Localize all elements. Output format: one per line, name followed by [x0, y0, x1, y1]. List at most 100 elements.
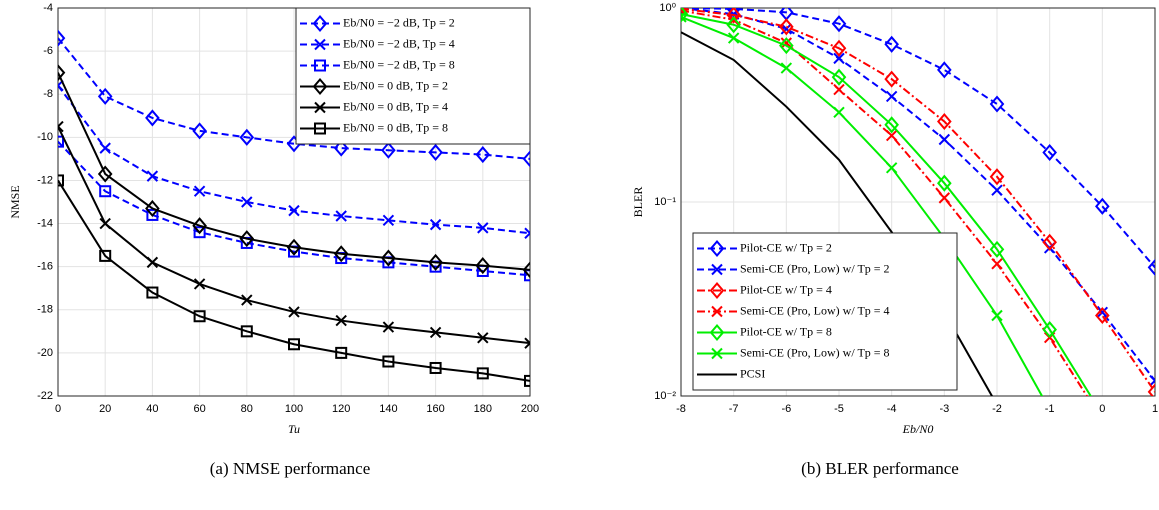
marker: [58, 79, 64, 92]
marker: [524, 227, 530, 239]
marker: [991, 309, 1003, 322]
marker: [780, 37, 793, 49]
legend-marker-shape: [314, 59, 326, 72]
marker: [779, 18, 794, 36]
marker: [524, 337, 530, 349]
y-tick-label: -18: [37, 304, 53, 316]
legend-marker: [314, 59, 326, 72]
x-tick-label: 0: [55, 403, 61, 415]
marker: [1042, 233, 1057, 251]
plot-frame: [680, 7, 1156, 397]
marker: [477, 222, 489, 234]
x-axis-label: Eb/N0: [902, 422, 934, 436]
marker: [286, 238, 302, 256]
marker: [333, 139, 349, 157]
marker: [989, 168, 1005, 186]
marker: [381, 249, 396, 267]
legend-label: Pilot-CE w/ Tp = 4: [740, 282, 832, 296]
marker: [522, 261, 530, 279]
legend-label: PCSI: [740, 366, 765, 380]
marker: [193, 310, 206, 323]
marker: [831, 15, 847, 33]
legend-label: Eb/N0 = −2 dB, Tp = 4: [343, 36, 455, 50]
y-tick-label: 10⁻²: [654, 390, 676, 402]
x-tick-label: -2: [992, 403, 1002, 415]
marker: [333, 245, 349, 263]
legend-label: Eb/N0 = 0 dB, Tp = 8: [343, 120, 448, 134]
legend-marker: [711, 347, 723, 360]
y-tick-label: -20: [37, 347, 53, 359]
y-tick-label: 10⁻¹: [654, 196, 676, 208]
marker: [99, 217, 111, 230]
marker: [429, 361, 442, 374]
x-tick-label: -1: [1045, 403, 1055, 415]
series-line: [58, 140, 530, 277]
marker: [58, 135, 64, 148]
legend-marker-shape: [709, 239, 725, 258]
marker: [937, 61, 952, 79]
marker: [1097, 415, 1107, 425]
marker: [884, 116, 899, 134]
marker: [476, 367, 489, 380]
legend-label: Eb/N0 = −2 dB, Tp = 2: [343, 15, 455, 29]
series-line: [681, 15, 1044, 396]
x-tick-label: -6: [781, 403, 791, 415]
legend-label: Eb/N0 = 0 dB, Tp = 2: [343, 78, 448, 92]
marker: [937, 112, 952, 131]
marker: [833, 52, 845, 65]
marker: [335, 210, 347, 222]
series-group: [58, 29, 530, 387]
marker: [97, 165, 113, 183]
y-tick-label: 10⁰: [659, 2, 676, 14]
x-tick-label: 20: [99, 403, 111, 415]
marker: [522, 150, 530, 168]
marker: [335, 346, 348, 359]
marker: [477, 332, 489, 344]
x-tick-label: 1: [1152, 403, 1158, 415]
series-line: [58, 179, 530, 382]
marker: [475, 257, 491, 275]
series-group: [681, 8, 1155, 425]
y-tick-label: -16: [37, 261, 53, 273]
legend-label: Pilot-CE w/ Tp = 2: [740, 240, 832, 254]
marker: [240, 325, 253, 338]
x-axis-label: Tu: [288, 422, 300, 436]
marker: [1147, 383, 1155, 396]
marker: [885, 129, 898, 142]
marker: [241, 294, 253, 306]
legend-label: Pilot-CE w/ Tp = 8: [740, 324, 832, 338]
legend-label: Semi-CE (Pro, Low) w/ Tp = 8: [740, 345, 890, 359]
legend-marker: [314, 101, 326, 114]
marker: [192, 217, 207, 235]
marker: [288, 338, 300, 351]
marker: [780, 62, 793, 74]
x-tick-label: 140: [379, 403, 397, 415]
marker: [382, 321, 395, 333]
series-line: [681, 13, 1092, 396]
marker: [241, 196, 253, 208]
legend-marker: [711, 263, 723, 276]
marker: [288, 204, 300, 217]
y-tick-label: -8: [43, 88, 53, 100]
series-line: [58, 72, 530, 271]
y-axis-label: BLER: [631, 187, 645, 218]
marker: [1096, 306, 1109, 319]
x-tick-label: 100: [285, 403, 303, 415]
marker: [1042, 321, 1057, 339]
series-line: [681, 8, 1155, 269]
y-tick-label: -4: [43, 2, 53, 14]
legend-marker: [709, 281, 725, 300]
marker: [884, 35, 899, 53]
legend-marker-shape: [711, 305, 723, 318]
marker: [99, 249, 112, 262]
y-tick-label: -10: [37, 131, 53, 143]
marker: [382, 214, 395, 227]
marker: [428, 143, 443, 161]
x-tick-label: 160: [426, 403, 444, 415]
marker: [991, 184, 1003, 196]
marker: [382, 355, 395, 368]
marker: [146, 170, 159, 182]
marker: [99, 185, 112, 198]
marker: [937, 174, 952, 192]
